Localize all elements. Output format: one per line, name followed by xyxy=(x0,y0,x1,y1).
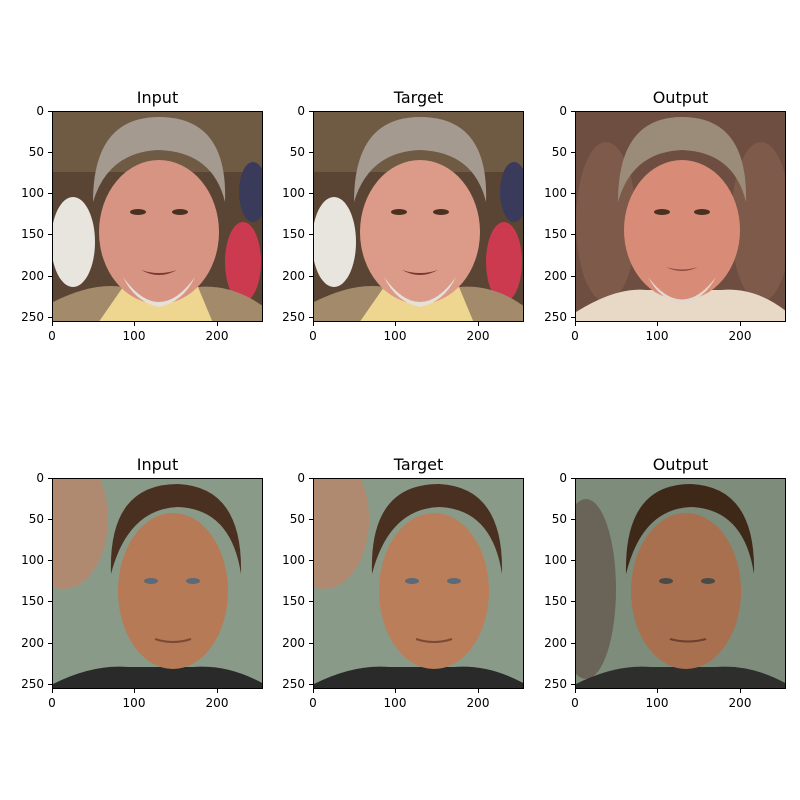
y-tick-label: 0 xyxy=(36,104,44,118)
panel-title: Output xyxy=(652,88,709,107)
y-tick-label: 0 xyxy=(559,471,567,485)
y-tick-label: 150 xyxy=(21,594,44,608)
y-tick-label: 100 xyxy=(21,553,44,567)
y-tick-label: 0 xyxy=(36,471,44,485)
y-tick-label: 200 xyxy=(21,269,44,283)
x-tick-label: 200 xyxy=(205,696,229,710)
x-tick-label: 100 xyxy=(122,329,146,343)
y-tick-label: 0 xyxy=(559,104,567,118)
x-tick-label: 200 xyxy=(728,696,752,710)
y-tick-label: 250 xyxy=(282,677,305,691)
panel-title: Target xyxy=(393,88,444,107)
face-image-older-man-generated xyxy=(575,111,786,322)
y-tick-label: 150 xyxy=(282,594,305,608)
face-image-older-man xyxy=(52,111,263,322)
face-image-older-man xyxy=(313,111,524,322)
y-tick-label: 50 xyxy=(28,145,44,159)
y-tick-label: 100 xyxy=(282,186,305,200)
y-tick-label: 50 xyxy=(289,512,305,526)
y-tick-label: 100 xyxy=(21,186,44,200)
y-tick-label: 250 xyxy=(544,677,567,691)
y-tick-label: 150 xyxy=(282,227,305,241)
x-tick-label: 100 xyxy=(383,696,407,710)
x-tick-label: 0 xyxy=(48,696,56,710)
panel-r1-target: Target 0 50 100 150 200 250 0 100 200 xyxy=(282,89,524,343)
y-tick-label: 200 xyxy=(21,636,44,650)
panel-r2-input: Input 0 50 100 150 200 250 0 100 200 xyxy=(21,456,263,710)
panel-title: Input xyxy=(136,455,179,474)
x-tick-label: 100 xyxy=(645,696,669,710)
y-tick-label: 200 xyxy=(282,636,305,650)
panel-r2-target: Target 0 50 100 150 200 250 0 100 200 xyxy=(282,456,524,710)
x-tick-label: 200 xyxy=(728,329,752,343)
y-tick-label: 250 xyxy=(282,310,305,324)
face-image-brown-haired-man xyxy=(52,478,263,689)
y-tick-label: 200 xyxy=(544,636,567,650)
panel-r2-output: Output 0 50 100 150 200 250 0 100 200 xyxy=(544,456,786,710)
y-tick-label: 250 xyxy=(21,677,44,691)
y-tick-label: 200 xyxy=(282,269,305,283)
x-tick-label: 0 xyxy=(48,329,56,343)
panel-r1-input: Input 0 50 100 150 200 250 0 100 200 xyxy=(21,89,263,343)
y-tick-label: 150 xyxy=(21,227,44,241)
face-image-brown-haired-man xyxy=(313,478,524,689)
x-tick-label: 200 xyxy=(205,329,229,343)
y-tick-label: 250 xyxy=(21,310,44,324)
y-tick-label: 0 xyxy=(297,104,305,118)
panel-title: Input xyxy=(136,88,179,107)
x-tick-label: 200 xyxy=(466,696,490,710)
face-image-brown-haired-man-generated xyxy=(575,478,786,689)
x-tick-label: 0 xyxy=(309,329,317,343)
y-tick-label: 50 xyxy=(289,145,305,159)
y-tick-label: 50 xyxy=(551,512,567,526)
panel-r1-output: Output 0 50 100 150 200 250 0 100 200 xyxy=(544,89,786,343)
y-tick-label: 200 xyxy=(544,269,567,283)
x-tick-label: 0 xyxy=(309,696,317,710)
panel-title: Output xyxy=(652,455,709,474)
y-tick-label: 100 xyxy=(544,186,567,200)
x-tick-label: 100 xyxy=(122,696,146,710)
y-tick-label: 50 xyxy=(551,145,567,159)
x-tick-label: 0 xyxy=(571,329,579,343)
y-tick-label: 150 xyxy=(544,594,567,608)
y-tick-label: 100 xyxy=(544,553,567,567)
x-tick-label: 100 xyxy=(383,329,407,343)
x-tick-label: 0 xyxy=(571,696,579,710)
y-tick-label: 150 xyxy=(544,227,567,241)
y-tick-label: 0 xyxy=(297,471,305,485)
y-tick-label: 50 xyxy=(28,512,44,526)
x-tick-label: 200 xyxy=(466,329,490,343)
x-tick-label: 100 xyxy=(645,329,669,343)
panel-title: Target xyxy=(393,455,444,474)
y-tick-label: 250 xyxy=(544,310,567,324)
y-tick-label: 100 xyxy=(282,553,305,567)
